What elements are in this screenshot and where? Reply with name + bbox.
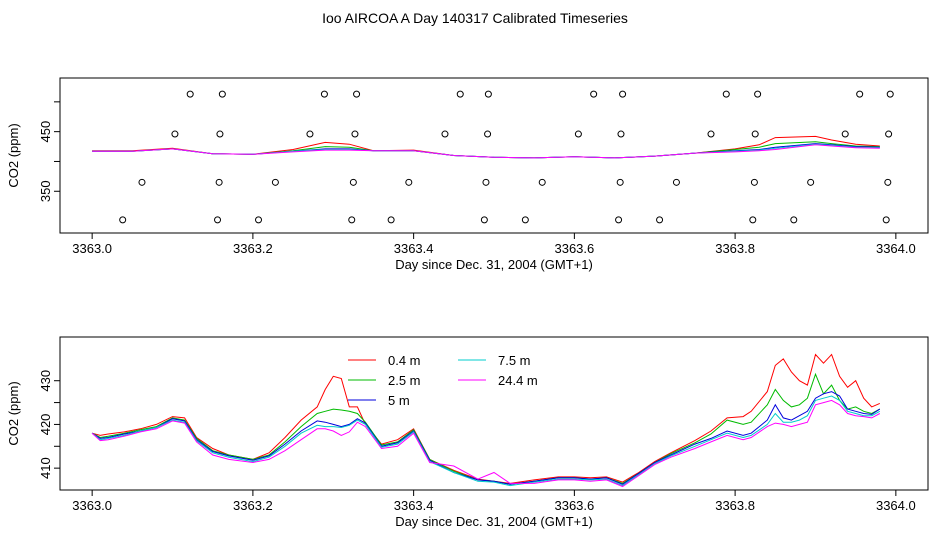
scatter-point: [214, 216, 222, 224]
scatter-point: [387, 216, 395, 224]
series-line-24-4-m: [92, 144, 880, 159]
scatter-point: [616, 178, 624, 186]
scatter-point: [615, 216, 623, 224]
scatter-point: [886, 90, 894, 98]
scatter-point: [656, 216, 664, 224]
scatter-point: [186, 90, 194, 98]
plot-frame: [59, 77, 929, 234]
scatter-point: [590, 90, 598, 98]
scatter-point: [119, 216, 127, 224]
x-tick-label: 3363.2: [233, 498, 273, 513]
scatter-point: [884, 178, 892, 186]
legend-label: 2.5 m: [388, 373, 421, 388]
scatter-point: [617, 130, 625, 138]
legend-label: 5 m: [388, 393, 410, 408]
x-tick-label: 3363.4: [394, 241, 434, 256]
scatter-point: [707, 130, 715, 138]
scatter-point: [574, 130, 582, 138]
scatter-point: [271, 178, 279, 186]
y-axis-label: CO2 (ppm): [6, 381, 21, 445]
scatter-point: [482, 178, 490, 186]
scatter-point: [456, 90, 464, 98]
y-tick-label: 430: [38, 370, 53, 392]
plot-frame: [59, 336, 929, 491]
scatter-point: [749, 216, 757, 224]
x-tick-label: 3363.6: [554, 498, 594, 513]
series-line-7-5-m: [91, 395, 881, 487]
scatter-point: [218, 90, 226, 98]
scatter-point: [348, 216, 356, 224]
scatter-point: [138, 178, 146, 186]
x-tick-label: 3363.6: [554, 241, 594, 256]
scatter-point: [405, 178, 413, 186]
scatter-point: [521, 216, 529, 224]
scatter-point: [480, 216, 488, 224]
x-tick-label: 3363.8: [715, 241, 755, 256]
scatter-point: [722, 90, 730, 98]
x-tick-label: 3364.0: [876, 241, 916, 256]
scatter-point: [841, 130, 849, 138]
series-line-5-m: [91, 391, 881, 485]
scatter-point: [353, 90, 361, 98]
scatter-point: [790, 216, 798, 224]
legend-label: 7.5 m: [498, 353, 531, 368]
y-tick-label: 420: [38, 414, 53, 436]
series-line-2-5-m: [91, 372, 881, 485]
series-line-24-4-m: [91, 399, 881, 488]
y-tick-label: 450: [38, 121, 53, 143]
x-tick-label: 3363.4: [394, 498, 434, 513]
y-axis-label: CO2 (ppm): [6, 123, 21, 187]
scatter-point: [320, 90, 328, 98]
series-line-0-4-m: [91, 353, 880, 484]
scatter-point: [171, 130, 179, 138]
x-tick-label: 3364.0: [876, 498, 916, 513]
scatter-point: [349, 178, 357, 186]
scatter-point: [619, 90, 627, 98]
y-tick-label: 410: [38, 457, 53, 479]
scatter-point: [484, 90, 492, 98]
scatter-point: [754, 90, 762, 98]
scatter-point: [751, 130, 759, 138]
scatter-point: [882, 216, 890, 224]
x-axis-label: Day since Dec. 31, 2004 (GMT+1): [395, 514, 593, 529]
scatter-point: [484, 130, 492, 138]
legend-label: 24.4 m: [498, 373, 538, 388]
x-axis-label: Day since Dec. 31, 2004 (GMT+1): [395, 257, 593, 272]
legend-label: 0.4 m: [388, 353, 421, 368]
scatter-point: [807, 178, 815, 186]
x-tick-label: 3363.0: [72, 498, 112, 513]
x-tick-label: 3363.8: [715, 498, 755, 513]
scatter-point: [538, 178, 546, 186]
scatter-point: [351, 130, 359, 138]
x-tick-label: 3363.0: [72, 241, 112, 256]
scatter-point: [306, 130, 314, 138]
scatter-point: [441, 130, 449, 138]
scatter-point: [856, 90, 864, 98]
scatter-point: [216, 130, 224, 138]
scatter-point: [672, 178, 680, 186]
scatter-point: [255, 216, 263, 224]
scatter-point: [885, 130, 893, 138]
scatter-point: [215, 178, 223, 186]
y-tick-label: 350: [38, 180, 53, 202]
scatter-point: [750, 178, 758, 186]
x-tick-label: 3363.2: [233, 241, 273, 256]
chart-title: Ioo AIRCOA A Day 140317 Calibrated Times…: [322, 10, 628, 26]
